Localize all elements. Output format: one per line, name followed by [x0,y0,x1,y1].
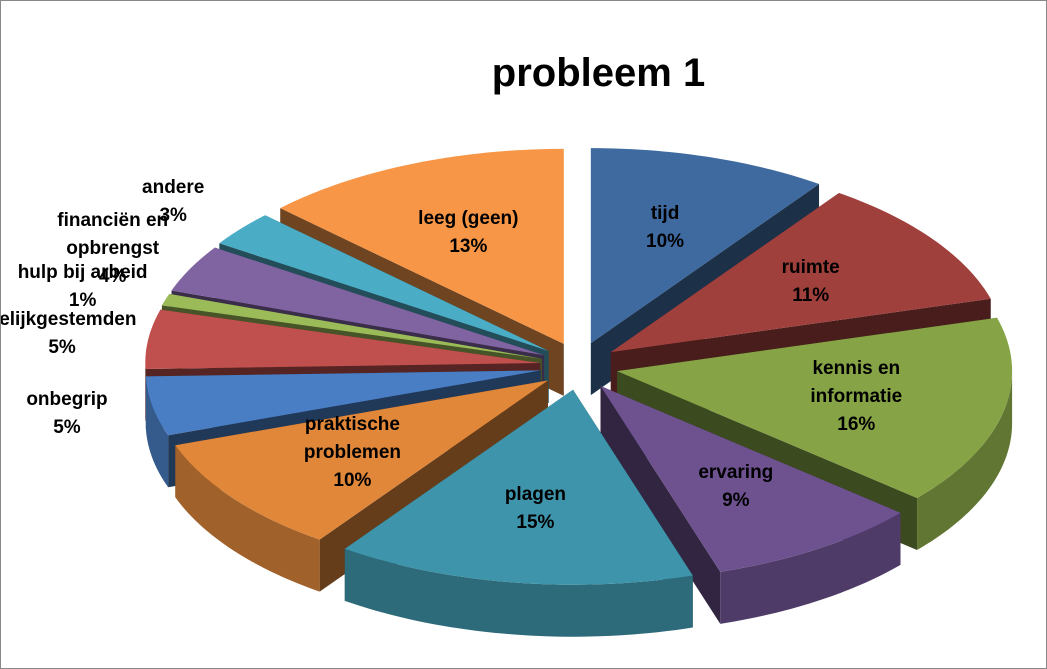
data-label: onbegrip 5% [1,386,142,442]
slice-side [600,386,721,624]
slice-name: praktische problemen [303,414,401,464]
slice-name: plagen [504,484,567,506]
data-label: plagen 15% [460,481,610,537]
slice [145,309,541,370]
slice [344,389,693,585]
slice-name: kennis en informatie [810,357,903,407]
data-label: praktische problemen 10% [277,411,427,495]
slice-name: leeg (geen) [418,207,519,229]
slice-wall [720,512,901,624]
slice-name: financiën en opbrengst [57,210,169,260]
slice-name: andere [142,176,205,198]
slice-wall [917,371,1013,551]
data-label: kennis en informatie 16% [781,355,931,439]
chart-title: probleem 1 [491,51,706,95]
slice [171,247,545,356]
slice-name: ruimte [781,257,840,279]
slice-name: gelijkgestemden [0,308,137,330]
slice [280,148,564,344]
slice [600,386,901,572]
slice-percent: 13% [449,235,488,257]
slice [610,192,991,353]
slice-percent: 3% [159,204,187,226]
slice-percent: 10% [333,470,372,492]
slice [219,215,549,351]
slice-percent: 10% [646,230,685,252]
slice-percent: 16% [837,413,876,435]
slice-percent: 15% [516,512,555,534]
slice-percent: 5% [53,417,81,439]
data-label: ervaring 9% [661,459,811,515]
slice-name: ervaring [698,461,774,483]
data-label: andere 3% [98,174,248,230]
data-label: tijd 10% [590,200,740,256]
data-label: gelijkgestemden 5% [0,306,137,362]
slice-percent: 1% [68,289,97,311]
data-label: financiën en opbrengst 4% [38,207,188,291]
slice-percent: 9% [722,489,750,511]
data-label: ruimte 11% [736,254,886,310]
slice-name: tijd [650,202,680,224]
slice-percent: 11% [792,285,830,307]
slice [617,317,1013,499]
slice-percent: 5% [48,336,76,358]
data-label: hulp bij arbeid 1% [8,259,158,315]
slice-wall [145,376,169,488]
slice [145,370,541,436]
slice [590,148,820,344]
slice [161,293,542,359]
slice-percent: 4% [98,266,127,288]
slice-wall [344,548,693,637]
slice-name: onbegrip [26,389,108,411]
slice [175,380,548,540]
data-label: leeg (geen) 13% [393,205,543,261]
slice-name: hulp bij arbeid [17,261,148,283]
slice-wall [175,445,320,592]
